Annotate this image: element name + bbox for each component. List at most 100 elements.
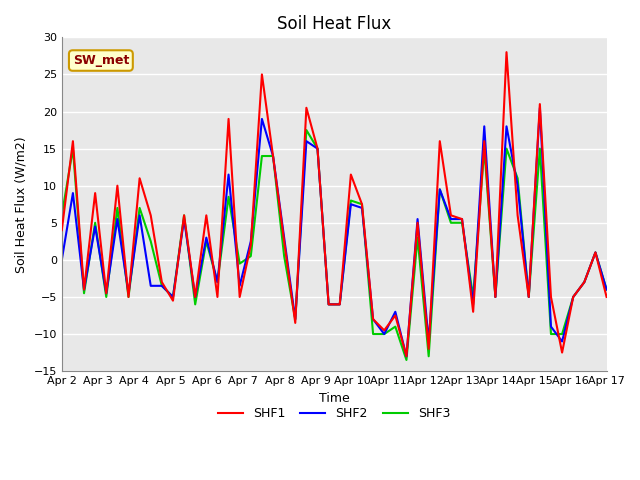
- SHF2: [403, 353, 410, 359]
- SHF1: [136, 175, 143, 181]
- SHF2: [214, 279, 221, 285]
- SHF3: [369, 331, 377, 337]
- SHF2: [303, 138, 310, 144]
- SHF1: [58, 228, 66, 233]
- Line: SHF2: SHF2: [62, 108, 607, 356]
- SHF3: [536, 146, 544, 152]
- SHF2: [69, 190, 77, 196]
- SHF3: [591, 250, 599, 255]
- SHF3: [258, 153, 266, 159]
- SHF2: [92, 224, 99, 229]
- SHF1: [258, 72, 266, 77]
- SHF3: [136, 205, 143, 211]
- SHF1: [113, 183, 121, 189]
- SHF1: [314, 146, 321, 152]
- SHF2: [291, 316, 299, 322]
- SHF2: [536, 105, 544, 111]
- SHF3: [92, 220, 99, 226]
- SHF2: [525, 294, 532, 300]
- SHF3: [102, 294, 110, 300]
- SHF3: [191, 301, 199, 307]
- SHF1: [214, 294, 221, 300]
- SHF3: [336, 301, 344, 307]
- SHF2: [102, 290, 110, 296]
- SHF1: [347, 172, 355, 178]
- SHF1: [92, 190, 99, 196]
- SHF3: [158, 283, 166, 288]
- SHF2: [336, 301, 344, 307]
- SHF1: [191, 294, 199, 300]
- SHF1: [280, 239, 288, 244]
- SHF2: [358, 205, 366, 211]
- SHF3: [514, 175, 522, 181]
- SHF3: [291, 316, 299, 322]
- SHF3: [225, 194, 232, 200]
- SHF2: [514, 183, 522, 189]
- SHF2: [380, 331, 388, 337]
- SHF3: [303, 127, 310, 133]
- SHF3: [403, 357, 410, 363]
- SHF3: [413, 235, 421, 240]
- SHF1: [580, 279, 588, 285]
- SHF3: [447, 220, 455, 226]
- SHF2: [603, 287, 611, 292]
- SHF3: [214, 279, 221, 285]
- SHF1: [69, 138, 77, 144]
- SHF2: [425, 338, 433, 344]
- SHF2: [314, 146, 321, 152]
- SHF1: [336, 301, 344, 307]
- SHF3: [113, 205, 121, 211]
- SHF2: [269, 153, 277, 159]
- SHF3: [436, 187, 444, 192]
- Line: SHF3: SHF3: [62, 130, 607, 360]
- SHF3: [525, 294, 532, 300]
- SHF3: [324, 301, 332, 307]
- SHF1: [303, 105, 310, 111]
- SHF1: [247, 242, 255, 248]
- SHF3: [247, 253, 255, 259]
- SHF1: [225, 116, 232, 122]
- SHF3: [314, 146, 321, 152]
- SHF2: [158, 283, 166, 288]
- SHF1: [269, 153, 277, 159]
- SHF3: [458, 220, 466, 226]
- SHF1: [369, 316, 377, 322]
- SHF3: [558, 331, 566, 337]
- SHF1: [102, 290, 110, 296]
- SHF2: [113, 216, 121, 222]
- SHF2: [258, 116, 266, 122]
- Text: SW_met: SW_met: [73, 54, 129, 67]
- SHF1: [514, 213, 522, 218]
- SHF1: [570, 294, 577, 300]
- SHF2: [447, 216, 455, 222]
- SHF3: [469, 294, 477, 300]
- SHF2: [458, 216, 466, 222]
- SHF3: [347, 198, 355, 204]
- SHF3: [180, 213, 188, 218]
- SHF3: [269, 153, 277, 159]
- SHF3: [58, 213, 66, 218]
- SHF1: [403, 353, 410, 359]
- SHF3: [125, 294, 132, 300]
- SHF2: [180, 216, 188, 222]
- SHF1: [169, 298, 177, 303]
- SHF2: [570, 294, 577, 300]
- SHF1: [547, 294, 555, 300]
- SHF1: [380, 327, 388, 333]
- SHF3: [380, 331, 388, 337]
- SHF1: [591, 250, 599, 255]
- SHF1: [180, 213, 188, 218]
- SHF2: [58, 257, 66, 263]
- SHF1: [481, 138, 488, 144]
- SHF2: [392, 309, 399, 315]
- SHF3: [570, 294, 577, 300]
- SHF2: [236, 283, 243, 288]
- SHF1: [392, 312, 399, 318]
- SHF2: [436, 187, 444, 192]
- SHF2: [547, 324, 555, 329]
- SHF1: [147, 213, 155, 218]
- SHF2: [580, 279, 588, 285]
- SHF2: [347, 201, 355, 207]
- SHF1: [525, 294, 532, 300]
- SHF1: [458, 216, 466, 222]
